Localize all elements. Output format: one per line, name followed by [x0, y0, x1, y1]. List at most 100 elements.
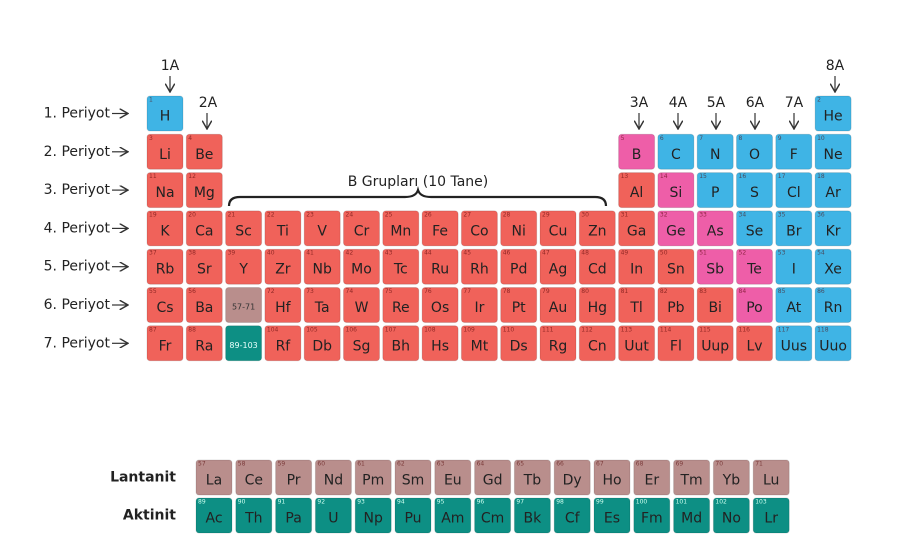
element-cell	[657, 248, 695, 285]
period-label: 6. Periyot	[44, 297, 111, 313]
element-symbol: Bh	[392, 338, 410, 354]
element-symbol: Ta	[314, 300, 330, 316]
element-cell	[421, 325, 459, 362]
element-symbol: Cn	[588, 338, 607, 354]
element-cell	[775, 248, 813, 285]
element-symbol: Rh	[470, 262, 489, 278]
element-symbol: Lu	[763, 473, 779, 489]
element-cell	[185, 248, 223, 285]
atomic-number: 71	[755, 461, 763, 468]
element-symbol: Rf	[276, 338, 292, 354]
element-cell	[343, 287, 380, 323]
element-symbol: Rb	[156, 262, 175, 278]
element-cell	[736, 325, 773, 362]
element-cell	[712, 459, 750, 496]
element-cell	[500, 287, 538, 323]
element-symbol: Y	[238, 262, 248, 278]
element-cell	[146, 325, 184, 362]
atomic-number: 116	[739, 326, 751, 333]
atomic-number: 41	[306, 250, 314, 257]
group-label: 4A	[669, 95, 688, 111]
atomic-number: 31	[621, 211, 629, 218]
group-label: 2A	[199, 95, 218, 111]
atomic-number: 82	[660, 288, 668, 295]
group-label: 7A	[785, 95, 804, 111]
element-symbol: Pu	[404, 511, 421, 527]
element-symbol: Ga	[627, 223, 646, 239]
atomic-number: 110	[503, 326, 515, 333]
element-cell	[264, 287, 302, 323]
atomic-number: 67	[596, 461, 604, 468]
atomic-number: 37	[149, 250, 157, 257]
element-symbol: Uup	[701, 338, 729, 354]
element-symbol: Ca	[195, 223, 213, 239]
element-cell	[500, 248, 538, 285]
atomic-number: 47	[542, 250, 550, 257]
period-label: 4. Periyot	[44, 220, 111, 236]
period-label: 1. Periyot	[44, 106, 111, 122]
element-symbol: Cd	[588, 262, 607, 278]
element-cell	[303, 287, 341, 323]
atomic-number: 53	[778, 250, 786, 257]
atomic-number: 17	[778, 173, 786, 180]
element-cell	[814, 133, 852, 170]
element-symbol: Fl	[670, 338, 682, 354]
atomic-number: 89	[198, 499, 206, 506]
atomic-number: 21	[228, 211, 236, 218]
element-symbol: No	[722, 511, 741, 527]
element-cell	[752, 459, 790, 496]
element-cell	[303, 325, 341, 362]
element-symbol: Ba	[195, 300, 213, 316]
atomic-number: 10	[817, 135, 825, 142]
element-cell	[434, 459, 472, 496]
atomic-number: 103	[755, 499, 767, 506]
element-symbol: Pd	[510, 262, 527, 278]
element-cell	[539, 287, 577, 323]
element-symbol: Fm	[641, 511, 663, 527]
element-cell	[474, 459, 512, 496]
atomic-number: 19	[149, 211, 157, 218]
element-symbol: Tb	[523, 473, 542, 489]
atomic-number: 65	[516, 461, 524, 468]
element-symbol: Bi	[708, 300, 722, 316]
element-cell	[593, 497, 631, 534]
element-cell	[618, 248, 656, 285]
element-cell	[736, 248, 773, 285]
element-symbol: U	[328, 511, 338, 527]
element-symbol: S	[750, 185, 759, 201]
element-symbol: Pm	[362, 473, 384, 489]
atomic-number: 70	[715, 461, 723, 468]
element-symbol: Na	[155, 185, 174, 201]
atomic-number: 51	[699, 250, 707, 257]
element-symbol: Ge	[666, 223, 685, 239]
element-symbol: Zr	[275, 262, 291, 278]
element-cell	[553, 497, 591, 534]
element-symbol: Co	[470, 223, 488, 239]
element-symbol: Np	[364, 511, 383, 527]
atomic-number: 1	[149, 97, 153, 104]
element-cell	[696, 133, 734, 170]
atomic-number: 46	[503, 250, 511, 257]
element-symbol: H	[160, 109, 171, 125]
atomic-number: 27	[463, 211, 471, 218]
element-cell	[235, 497, 273, 534]
element-cell	[775, 325, 813, 362]
element-symbol: Cl	[787, 185, 801, 201]
element-symbol: Hf	[275, 300, 292, 316]
atomic-number: 62	[397, 461, 405, 468]
atomic-number: 40	[267, 250, 275, 257]
element-cell	[500, 325, 538, 362]
element-cell	[618, 133, 656, 170]
period-label: 5. Periyot	[44, 259, 111, 275]
element-cell	[343, 248, 380, 285]
element-cell	[264, 248, 302, 285]
atomic-number: 117	[778, 326, 790, 333]
element-cell	[225, 210, 263, 247]
element-symbol: Tl	[629, 300, 642, 316]
atomic-number: 90	[238, 499, 246, 506]
atomic-number: 83	[699, 288, 707, 295]
element-symbol: Pr	[287, 473, 301, 489]
atomic-number: 39	[228, 250, 236, 257]
atomic-number: 112	[581, 326, 593, 333]
element-cell	[421, 248, 459, 285]
